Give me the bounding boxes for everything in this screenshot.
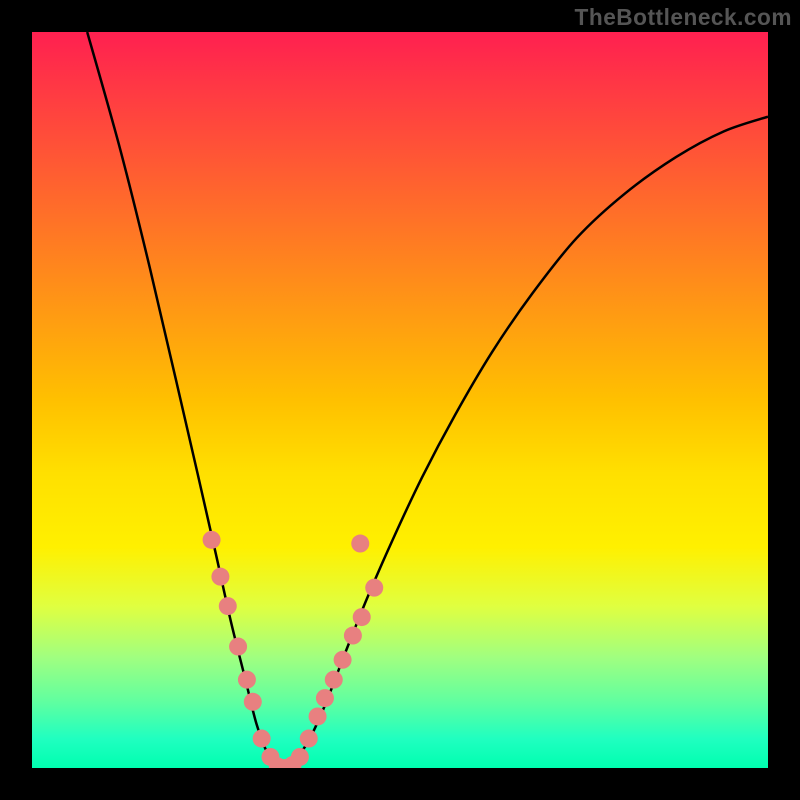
data-marker xyxy=(219,597,237,615)
data-marker xyxy=(253,730,271,748)
data-marker xyxy=(316,689,334,707)
curve-layer xyxy=(32,32,768,768)
data-marker xyxy=(309,707,327,725)
data-marker xyxy=(365,579,383,597)
data-marker xyxy=(211,568,229,586)
data-marker xyxy=(351,535,369,553)
data-marker xyxy=(244,693,262,711)
data-marker xyxy=(325,671,343,689)
data-marker xyxy=(353,608,371,626)
data-marker xyxy=(334,651,352,669)
data-marker xyxy=(291,748,309,766)
data-marker xyxy=(203,531,221,549)
data-marker xyxy=(229,638,247,656)
chart-container: TheBottleneck.com xyxy=(0,0,800,800)
data-marker xyxy=(238,671,256,689)
data-marker xyxy=(344,627,362,645)
data-marker xyxy=(300,730,318,748)
bottleneck-curve xyxy=(87,32,768,768)
watermark-text: TheBottleneck.com xyxy=(575,4,792,31)
plot-area xyxy=(32,32,768,768)
marker-group xyxy=(203,531,384,768)
